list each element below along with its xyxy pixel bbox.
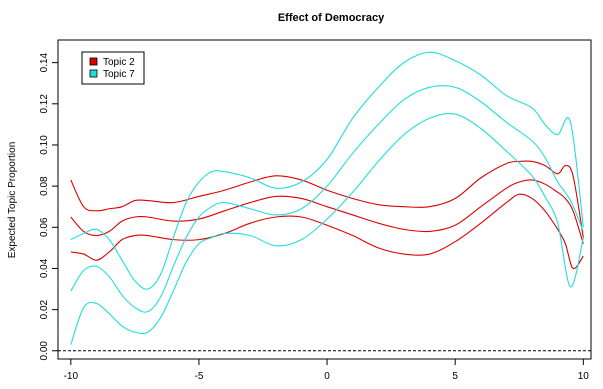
- series-topic-7-upper-line: [70, 51, 584, 290]
- y-tick-label: 0.08: [39, 176, 50, 196]
- series-topic-2-upper-line: [70, 160, 584, 238]
- y-tick-label: 0.00: [39, 341, 50, 361]
- y-axis-label: Expected Topic Proportion: [7, 142, 18, 259]
- legend-swatch-topic-2: [89, 57, 98, 66]
- series-topic-2-lower-line: [70, 193, 584, 270]
- series-topic-2: [70, 160, 584, 270]
- y-tick-label: 0.02: [39, 299, 50, 319]
- legend-swatch-topic-7: [89, 69, 98, 78]
- x-tick-label: 0: [324, 371, 330, 382]
- series-topic-2-mean-line: [70, 179, 584, 244]
- series-layer: [70, 51, 584, 345]
- plot-frame: [57, 39, 592, 360]
- legend-label-topic-2: Topic 2: [103, 57, 135, 68]
- y-tick-label: 0.04: [39, 258, 50, 278]
- y-tick-label: 0.14: [39, 52, 50, 72]
- x-tick-label: 5: [452, 371, 458, 382]
- x-tick-label: -5: [194, 371, 203, 382]
- x-tick-label: 10: [578, 371, 590, 382]
- x-tick-label: -10: [64, 371, 79, 382]
- chart-title: Effect of Democracy: [278, 12, 385, 24]
- series-topic-7: [70, 51, 584, 345]
- y-tick-label: 0.10: [39, 135, 50, 155]
- y-tick-label: 0.06: [39, 217, 50, 237]
- series-topic-7-mean-line: [70, 85, 584, 313]
- legend-box: [81, 51, 145, 85]
- axes: -10 -5 0 5 10 0.00 0.02 0.04 0.06 0.08 0.10 0.12 0.1…: [39, 39, 592, 382]
- legend-label-topic-7: Topic 7: [103, 69, 135, 80]
- y-tick-label: 0.12: [39, 94, 50, 114]
- series-topic-7-lower-line: [70, 112, 584, 345]
